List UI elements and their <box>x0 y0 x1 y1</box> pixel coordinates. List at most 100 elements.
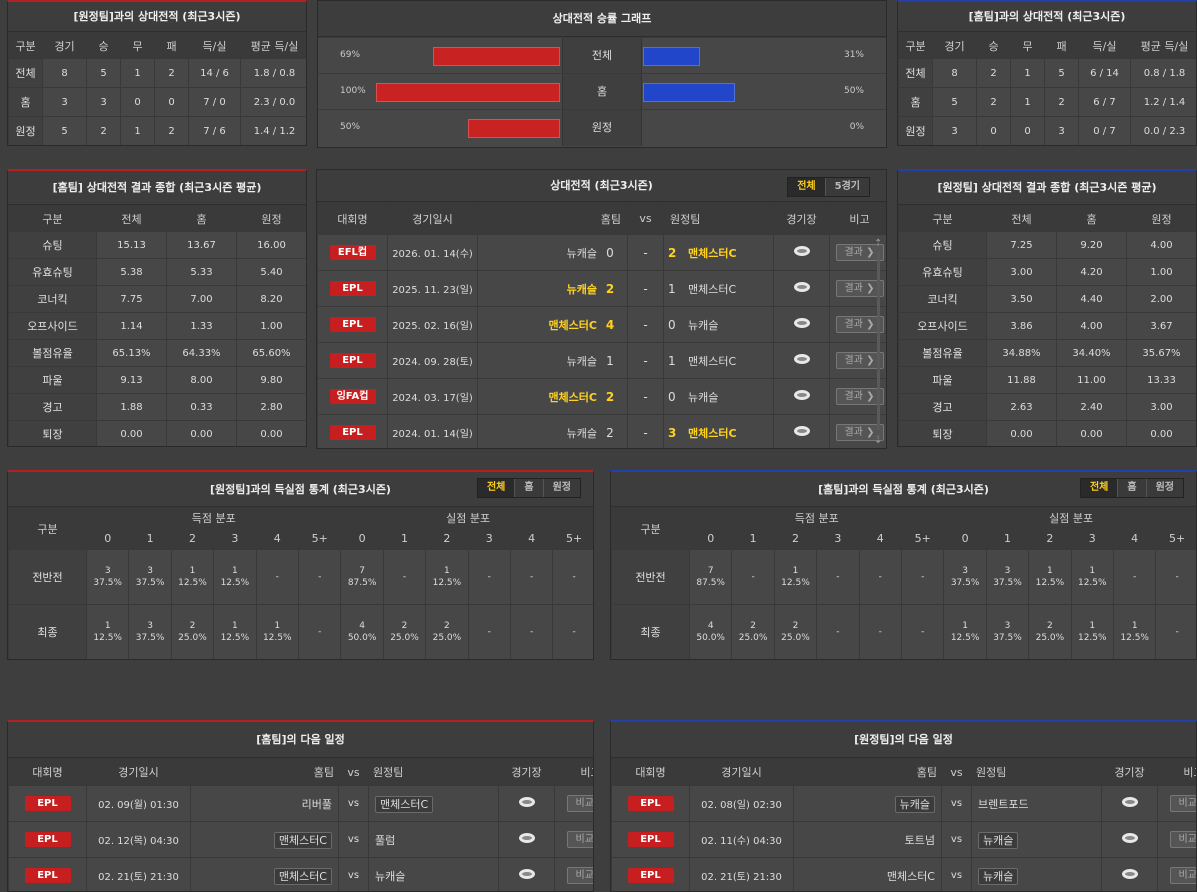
date-cell: 02. 21(토) 21:30 <box>689 857 794 891</box>
result-button[interactable]: 결과 ❯ <box>835 280 884 297</box>
note-cell: 결과 ❯ <box>829 306 886 343</box>
stadium-icon[interactable] <box>518 797 535 807</box>
compare-button[interactable]: 비교 ❯ <box>1169 867 1196 884</box>
compare-button[interactable]: 비교 ❯ <box>1169 831 1196 848</box>
away-next-table: 대회명경기일시홈팀vs원정팀경기장비고EPL02. 08(일) 02:30뉴캐슬… <box>611 758 1196 891</box>
result-button[interactable]: 결과 ❯ <box>835 244 884 261</box>
tab-all[interactable]: 전체 <box>788 178 825 196</box>
table-cell: - <box>297 549 342 605</box>
count: 4 <box>359 621 365 631</box>
result-button[interactable]: 결과 ❯ <box>835 388 884 405</box>
goal-count-header: 5+ <box>552 527 593 550</box>
stadium-icon[interactable] <box>518 833 535 843</box>
stadium-icon[interactable] <box>793 318 810 328</box>
column-header: 승 <box>976 32 1011 59</box>
col-date: 경기일시 <box>86 758 191 786</box>
tab-home[interactable]: 홈 <box>514 479 542 497</box>
table-cell: 7.00 <box>166 285 237 313</box>
tab-all[interactable]: 전체 <box>477 479 515 497</box>
result-button[interactable]: 결과 ❯ <box>835 316 884 333</box>
table-cell: 7 / 0 <box>188 87 241 117</box>
venue-cell <box>773 234 830 271</box>
result-button[interactable]: 결과 ❯ <box>835 352 884 369</box>
table-cell: 2 25.0% <box>382 604 427 659</box>
scroll-track[interactable] <box>877 252 880 430</box>
col-venue: 경기장 <box>773 202 830 235</box>
column-header: 홈 <box>166 205 237 232</box>
goal-count-header: 1 <box>985 527 1030 550</box>
col-league: 대회명 <box>317 202 388 235</box>
venue-cell <box>773 342 830 379</box>
table-cell: 1.33 <box>166 312 237 340</box>
stadium-icon[interactable] <box>793 246 810 256</box>
compare-button[interactable]: 비교 ❯ <box>566 831 593 848</box>
table-cell: - <box>1112 549 1157 605</box>
percent: 50.0% <box>347 633 377 643</box>
stadium-icon[interactable] <box>793 354 810 364</box>
venue-cell <box>1101 821 1158 858</box>
goal-count-header: 0 <box>85 527 130 550</box>
table-cell: 1 <box>120 116 155 145</box>
scroll-up-icon[interactable]: ⇡ <box>874 238 883 249</box>
tab-all[interactable]: 전체 <box>1080 479 1118 497</box>
date-cell: 2024. 03. 17(일) <box>387 378 478 415</box>
percent: 12.5% <box>178 578 207 588</box>
table-cell: 3.00 <box>986 258 1057 286</box>
stadium-icon[interactable] <box>1121 869 1138 879</box>
stadium-icon[interactable] <box>1121 833 1138 843</box>
table-cell: 0.8 / 1.8 <box>1130 58 1196 88</box>
table-cell: 6 / 14 <box>1078 58 1131 88</box>
h2h-matches-panel: 상대전적 (최근3시즌) 전체 5경기 대회명 경기일시 홈팀 vs 원정팀 경기장 비고 E… <box>316 169 887 449</box>
table-cell: 7 87.5% <box>340 549 384 605</box>
stadium-icon[interactable] <box>1121 797 1138 807</box>
table-cell: - <box>1155 549 1196 605</box>
count: - <box>878 627 882 637</box>
compare-button[interactable]: 비교 ❯ <box>566 867 593 884</box>
tab-home[interactable]: 홈 <box>1117 479 1145 497</box>
home-score: 2 <box>606 425 614 440</box>
table-cell: 1 12.5% <box>213 549 257 605</box>
venue-cell <box>1101 857 1158 891</box>
compare-button[interactable]: 비교 ❯ <box>1169 795 1196 812</box>
date-cell: 2024. 01. 14(일) <box>387 414 478 448</box>
home-team: 맨체스터C <box>548 318 597 332</box>
tab-away[interactable]: 원정 <box>1145 479 1183 497</box>
home-team-cell: 맨체스터C 2 <box>477 378 628 415</box>
goal-count-header: 3 <box>213 527 257 550</box>
col-home: 홈팀 <box>477 202 628 235</box>
panel-title: [원정팀]과의 득실점 통계 (최근3시즌) 전체 홈 원정 <box>8 472 593 507</box>
tab-5-games[interactable]: 5경기 <box>824 178 869 196</box>
table-cell: 2.80 <box>236 393 306 421</box>
stadium-icon[interactable] <box>793 390 810 400</box>
tab-away[interactable]: 원정 <box>542 479 580 497</box>
count: - <box>836 572 840 582</box>
scrollbar[interactable]: ⇡ ⇣ <box>874 238 884 446</box>
count: - <box>1175 627 1179 637</box>
scroll-down-icon[interactable]: ⇣ <box>874 435 883 446</box>
count: - <box>487 572 491 582</box>
table-cell: 3 <box>932 116 977 145</box>
table-cell: - <box>255 549 299 605</box>
result-button[interactable]: 결과 ❯ <box>835 424 884 441</box>
table-row: 퇴장 0.00 0.00 0.00 <box>898 420 1196 446</box>
percent: 87.5% <box>347 578 377 588</box>
column-header: 구분 <box>898 205 987 232</box>
count: 2 <box>189 621 196 631</box>
row-label: 전체 <box>8 58 43 88</box>
goal-count-header: 2 <box>773 527 818 550</box>
stadium-icon[interactable] <box>518 869 535 879</box>
col-date: 경기일시 <box>689 758 794 786</box>
schedule-row: EPL 02. 21(토) 21:30 맨체스터C vs 뉴캐슬 비교 ❯ <box>611 857 1196 891</box>
percent: 87.5% <box>696 578 725 588</box>
column-header: 평균 득/실 <box>240 32 306 59</box>
stadium-icon[interactable] <box>793 282 810 292</box>
table-cell: 1.00 <box>236 312 306 340</box>
stadium-icon[interactable] <box>793 426 810 436</box>
table-row: 볼점유율 65.13% 64.33% 65.60% <box>8 339 306 367</box>
table-cell: 5 <box>42 116 87 145</box>
compare-button[interactable]: 비교 ❯ <box>566 795 593 812</box>
schedule-row: EPL 02. 09(월) 01:30 리버풀 vs 맨체스터C 비교 ❯ <box>8 785 593 822</box>
table-row: 파울 9.13 8.00 9.80 <box>8 366 306 394</box>
